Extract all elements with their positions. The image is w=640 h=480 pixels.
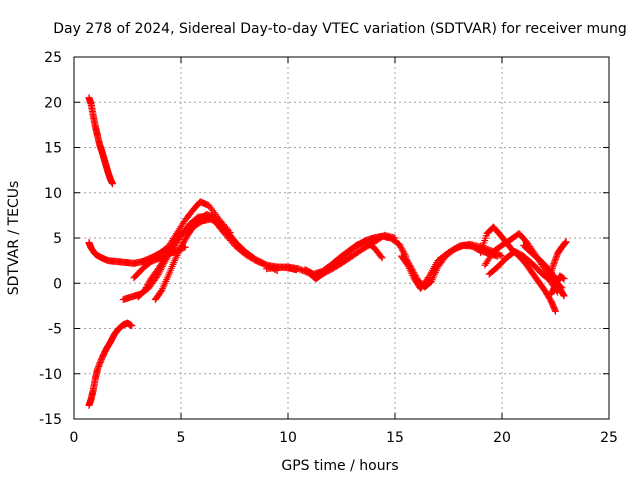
data-point [402, 254, 410, 262]
data-point [128, 322, 136, 330]
data-point [403, 257, 411, 265]
data-point [145, 278, 153, 286]
data-point [403, 255, 411, 263]
data-point [144, 281, 152, 289]
x-tick-label: 15 [386, 430, 404, 446]
data-point [411, 272, 419, 280]
data-point [560, 292, 568, 300]
data-point [142, 284, 150, 292]
data-point [406, 261, 414, 269]
x-tick-label: 20 [493, 430, 511, 446]
data-point [109, 180, 117, 188]
series-track-late-c [547, 272, 568, 298]
data-point [407, 264, 415, 272]
data-point [552, 307, 559, 315]
data-point [157, 288, 165, 296]
data-point [171, 255, 179, 263]
y-tick-label: 10 [44, 186, 62, 202]
data-point [395, 240, 403, 248]
data-point [145, 279, 153, 287]
data-point [404, 258, 412, 266]
data-point [494, 252, 502, 260]
data-point [398, 245, 406, 253]
data-point [560, 275, 568, 283]
x-tick-label: 10 [279, 430, 297, 446]
data-point [182, 234, 190, 242]
data-point [562, 238, 570, 246]
data-point [407, 263, 415, 271]
data-point [377, 253, 385, 261]
data-points [85, 94, 570, 409]
data-point [141, 286, 149, 294]
x-tick-label: 5 [177, 430, 186, 446]
data-point [398, 246, 406, 254]
data-point [141, 285, 149, 293]
y-tick-label: 5 [53, 231, 62, 247]
grid-lines [74, 57, 609, 419]
y-tick-label: -15 [39, 412, 62, 428]
data-point [378, 254, 386, 262]
axis-ticks: 0 5 10 15 20 25 -15 -10 -5 0 5 10 15 20 25 [39, 50, 618, 446]
data-point [405, 260, 413, 268]
y-tick-label: -10 [39, 367, 62, 383]
data-point [391, 234, 399, 242]
chart-title: Day 278 of 2024, Sidereal Day-to-day VTE… [53, 21, 627, 37]
data-point [413, 274, 421, 282]
series-track-midday-c [316, 231, 399, 279]
series-track-high-start [85, 94, 117, 188]
data-point [399, 248, 407, 256]
series-track-rising-c [151, 215, 281, 304]
series-track-low-start [85, 319, 136, 409]
data-point [412, 273, 420, 281]
data-point [181, 236, 189, 244]
data-point [411, 270, 419, 278]
data-point [172, 253, 180, 261]
series-track-afternoon-b [402, 241, 502, 291]
data-point [397, 243, 405, 251]
data-point [181, 243, 189, 251]
y-tick-label: -5 [48, 322, 62, 338]
x-axis-title: GPS time / hours [281, 458, 398, 474]
data-point [180, 237, 188, 245]
series-track-late-b [545, 238, 570, 283]
y-axis-title: SDTVAR / TECUs [6, 181, 22, 296]
series-track-rising-d [130, 243, 189, 282]
y-tick-label: 15 [44, 141, 62, 157]
data-point [408, 266, 416, 274]
y-tick-label: 20 [44, 95, 62, 111]
data-point [143, 282, 151, 290]
x-tick-label: 0 [70, 430, 79, 446]
data-point [171, 257, 179, 265]
y-tick-label: 25 [44, 50, 62, 66]
data-point [409, 267, 417, 275]
data-point [410, 269, 418, 277]
y-tick-label: 0 [53, 276, 62, 292]
x-tick-label: 25 [600, 430, 618, 446]
data-point [396, 242, 404, 250]
